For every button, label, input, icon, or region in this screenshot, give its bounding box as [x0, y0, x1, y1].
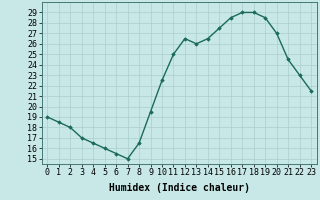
X-axis label: Humidex (Indice chaleur): Humidex (Indice chaleur)	[109, 183, 250, 193]
